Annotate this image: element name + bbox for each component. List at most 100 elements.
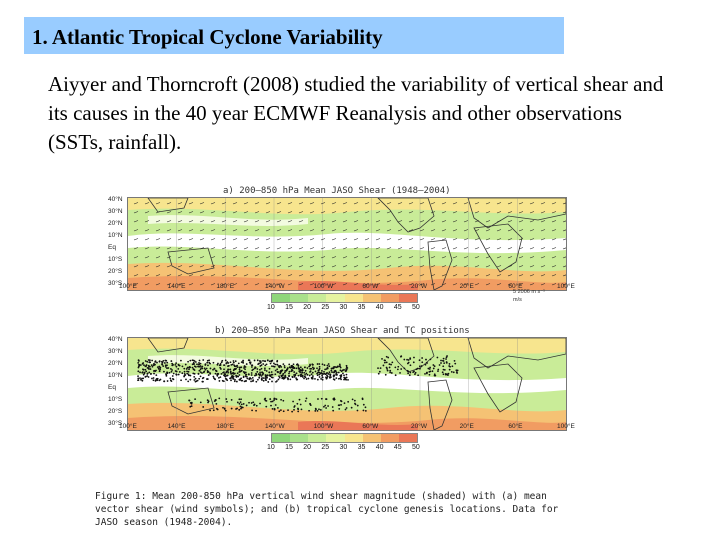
wind-symbol xyxy=(144,220,150,223)
tc-genesis-point xyxy=(161,361,164,364)
wind-symbol xyxy=(353,211,359,214)
colorbar-swatch xyxy=(362,434,381,442)
tc-genesis-point xyxy=(437,368,440,371)
tc-genesis-point xyxy=(253,359,256,362)
tc-genesis-point xyxy=(254,374,256,377)
tc-genesis-point xyxy=(301,371,304,374)
tc-genesis-point xyxy=(436,356,439,359)
wind-symbol xyxy=(496,283,502,286)
tc-genesis-point xyxy=(307,377,310,380)
tc-genesis-point xyxy=(153,362,155,365)
tc-genesis-point xyxy=(306,373,309,376)
wind-symbol xyxy=(210,256,216,259)
wind-symbol xyxy=(364,211,370,214)
tc-genesis-point xyxy=(238,402,241,405)
panel-a-lon-label: 100°E xyxy=(557,283,575,290)
wind-symbol xyxy=(265,202,271,205)
tc-genesis-point xyxy=(263,398,266,401)
tc-genesis-point xyxy=(137,360,140,362)
tc-genesis-point xyxy=(232,375,235,378)
tc-genesis-point xyxy=(318,367,321,370)
tc-genesis-point xyxy=(270,371,273,373)
wind-symbol xyxy=(441,256,447,259)
wind-symbol xyxy=(518,265,524,268)
tc-genesis-point xyxy=(394,374,397,377)
tc-genesis-point xyxy=(196,379,199,382)
tc-genesis-point xyxy=(166,361,169,364)
tc-genesis-point xyxy=(217,376,220,379)
tc-genesis-point xyxy=(156,361,158,364)
colorbar-swatch xyxy=(380,434,399,442)
tc-genesis-point xyxy=(274,373,277,376)
wind-symbol xyxy=(155,274,161,277)
tc-genesis-point xyxy=(454,362,457,365)
tc-genesis-point xyxy=(286,377,289,379)
tc-genesis-point xyxy=(198,361,200,364)
tc-genesis-point xyxy=(225,371,228,374)
wind-symbol xyxy=(518,283,524,286)
wind-symbol xyxy=(463,283,469,286)
tc-genesis-point xyxy=(298,398,301,401)
wind-symbol xyxy=(474,247,480,250)
panel-a-colorbar-label: 25 xyxy=(321,304,330,311)
wind-symbol xyxy=(562,247,566,250)
tc-genesis-point xyxy=(451,365,454,368)
colorbar-swatch xyxy=(326,434,345,442)
tc-genesis-point xyxy=(247,359,250,362)
tc-genesis-point xyxy=(278,366,281,369)
tc-genesis-point xyxy=(166,371,168,374)
tc-genesis-point xyxy=(208,359,211,362)
wind-symbol xyxy=(463,220,469,223)
wind-symbol xyxy=(331,220,337,223)
wind-symbol xyxy=(221,283,227,286)
tc-genesis-point xyxy=(281,374,284,377)
tc-genesis-point xyxy=(296,402,299,405)
panel-b-colorbar-label: 15 xyxy=(285,444,293,451)
tc-genesis-point xyxy=(164,364,167,367)
wind-symbol xyxy=(232,238,238,241)
wind-symbol xyxy=(188,229,194,232)
tc-genesis-point xyxy=(206,378,208,380)
panel-b-lon-label: 180°E xyxy=(216,423,235,430)
wind-symbol xyxy=(188,202,194,205)
wind-symbol xyxy=(496,211,502,214)
wind-symbol xyxy=(287,247,293,250)
panel-b-lon-label: 140°W xyxy=(265,423,285,430)
wind-symbol xyxy=(155,256,161,259)
wind-symbol xyxy=(364,256,370,259)
wind-symbol xyxy=(287,238,293,241)
wind-symbol xyxy=(265,220,271,223)
panel-a-shear-field xyxy=(128,198,566,290)
tc-genesis-point xyxy=(335,366,338,369)
wind-symbol xyxy=(177,220,183,223)
tc-genesis-point xyxy=(240,407,242,410)
tc-genesis-point xyxy=(379,367,382,370)
wind-symbol xyxy=(342,247,348,250)
tc-genesis-point xyxy=(193,372,196,375)
wind-symbol xyxy=(529,265,535,268)
wind-symbol xyxy=(188,283,194,286)
panel-a-lat-label: 30°S xyxy=(108,280,123,287)
tc-genesis-point xyxy=(223,408,226,410)
panel-a-map xyxy=(127,197,567,291)
tc-genesis-point xyxy=(154,379,157,382)
wind-symbol xyxy=(562,274,566,277)
panel-b-colorbar-label: 40 xyxy=(375,444,384,451)
wind-symbol xyxy=(254,238,260,241)
wind-symbol xyxy=(551,256,557,259)
wind-symbol xyxy=(375,247,381,250)
tc-genesis-point xyxy=(362,409,365,412)
tc-genesis-point xyxy=(449,365,451,368)
tc-genesis-point xyxy=(265,363,268,366)
tc-genesis-point xyxy=(207,371,210,373)
wind-symbol xyxy=(353,220,359,223)
wind-symbol xyxy=(232,256,238,259)
wind-symbol xyxy=(353,283,359,286)
tc-genesis-point xyxy=(171,375,174,377)
tc-genesis-point xyxy=(429,366,431,369)
wind-symbol xyxy=(507,229,513,232)
wind-symbol xyxy=(298,238,304,241)
tc-genesis-point xyxy=(240,403,243,406)
tc-genesis-point xyxy=(399,372,401,374)
coastline xyxy=(467,198,566,229)
